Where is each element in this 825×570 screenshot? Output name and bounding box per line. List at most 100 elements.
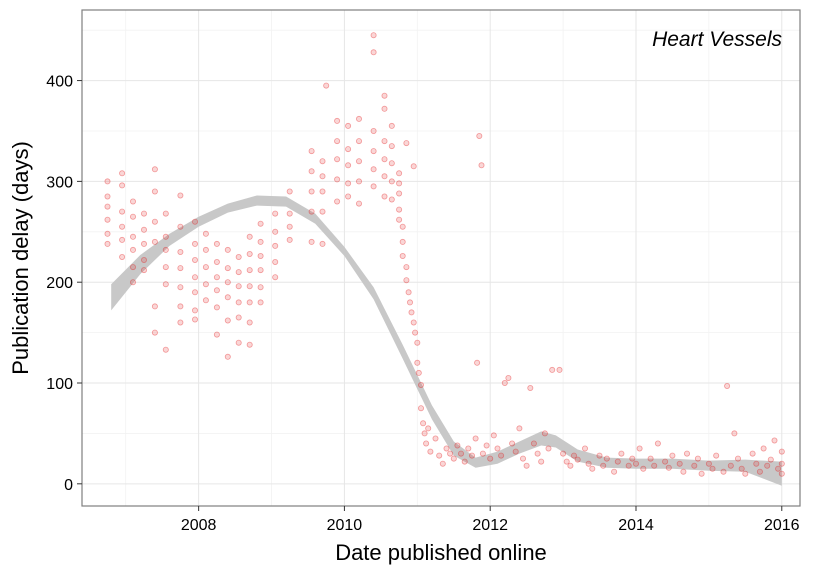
scatter-point [724,382,731,389]
scatter-point [556,366,563,373]
scatter-point [698,470,705,477]
scatter-point [640,465,647,472]
plot-border [81,9,801,507]
scatter-point [129,279,136,286]
scatter-point [771,437,778,444]
scatter-point [308,188,315,195]
scatter-point [509,440,516,447]
scatter-point [140,226,147,233]
scatter-point [560,450,567,457]
scatter-point [381,105,388,112]
scatter-point [213,304,220,311]
scatter-point [162,264,169,271]
scatter-point [498,452,505,459]
y-tick-label: 400 [46,74,73,91]
scatter-point [224,279,231,286]
scatter-point [235,269,242,276]
scatter-point [345,162,352,169]
scatter-point [119,208,126,215]
scatter-point [530,440,537,447]
scatter-point [162,346,169,353]
scatter-point [257,284,264,291]
scatter-point [286,210,293,217]
scatter-point [213,258,220,265]
scatter-point [388,196,395,203]
scatter-point [399,252,406,259]
scatter-point [334,138,341,145]
scatter-point [323,82,330,89]
scatter-point [611,468,618,475]
scatter-point [603,455,610,462]
x-tick-label: 2012 [472,517,508,534]
scatter-point [191,289,198,296]
scatter-point [629,455,636,462]
scatter-point [408,309,415,316]
scatter-point [370,32,377,39]
scatter-point [443,445,450,452]
scatter-point [235,339,242,346]
scatter-point [213,274,220,281]
scatter-point [505,374,512,381]
scatter-point [633,460,640,467]
scatter-point [257,267,264,274]
scatter-point [545,445,552,452]
scatter-point [465,445,472,452]
scatter-point [224,246,231,253]
scatter-point [742,470,749,477]
scatter-point [396,206,403,213]
scatter-point [756,468,763,475]
scatter-point [213,240,220,247]
scatter-point [177,265,184,272]
scatter-point [490,432,497,439]
scatter-point [177,223,184,230]
scatter-point [370,183,377,190]
scatter-point [450,455,457,462]
scatter-point [427,448,434,455]
scatter-point [647,455,654,462]
scatter-point [574,456,581,463]
scatter-point [272,242,279,249]
scatter-point [246,283,253,290]
scatter-point [520,455,527,462]
scatter-point [286,236,293,243]
scatter-point [177,248,184,255]
scatter-point [345,122,352,129]
scatter-point [104,216,111,223]
scatter-point [483,442,490,449]
scatter-point [151,166,158,173]
y-tick-label: 100 [46,376,73,393]
scatter-point [381,138,388,145]
scatter-points [104,32,785,477]
y-tick-label: 200 [46,275,73,292]
scatter-point [140,256,147,263]
scatter-point [694,455,701,462]
scatter-point [235,283,242,290]
scatter-point [162,210,169,217]
scatter-point [140,210,147,217]
scatter-point [523,462,530,469]
scatter-point [478,162,485,169]
scatter-point [119,236,126,243]
scatter-point [235,253,242,260]
scatter-point [246,319,253,326]
scatter-point [370,148,377,155]
scatter-point [129,246,136,253]
scatter-point [257,299,264,306]
scatter-point [319,240,326,247]
scatter-point [119,223,126,230]
scatter-point [727,462,734,469]
scatter-point [151,218,158,225]
grid-major [82,10,800,506]
scatter-point [396,180,403,187]
scatter-point [778,460,785,467]
scatter-point [162,281,169,288]
scatter-point [662,458,669,465]
scatter-point [396,170,403,177]
scatter-point [405,289,412,296]
scatter-point [476,132,483,139]
x-tick-label: 2008 [181,517,217,534]
scatter-point [512,448,519,455]
scatter-point [381,156,388,163]
scatter-point [735,455,742,462]
scatter-point [191,307,198,314]
